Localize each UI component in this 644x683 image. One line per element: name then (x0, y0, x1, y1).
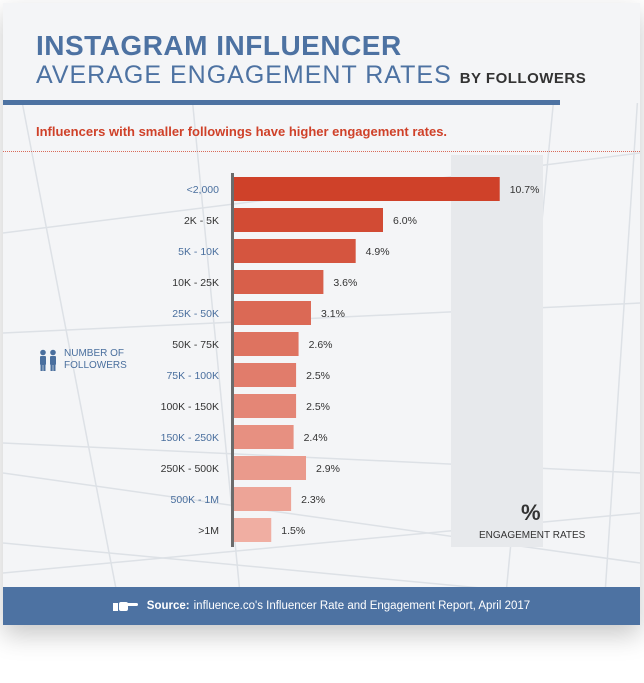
bar-7 (234, 394, 297, 418)
legend-line1: NUMBER OF (64, 348, 124, 359)
title-line2: AVERAGE ENGAGEMENT RATES BY FOLLOWERS (36, 61, 586, 90)
bar-10 (234, 487, 292, 511)
title-suffix: BY FOLLOWERS (459, 70, 587, 87)
header-rule (3, 100, 560, 105)
bar-6 (234, 363, 297, 387)
value-label-10: 2.3% (301, 494, 325, 506)
value-label-5: 2.6% (309, 339, 333, 351)
category-label-7: 100K - 150K (161, 401, 219, 413)
bar-2 (234, 239, 356, 263)
value-label-2: 4.9% (366, 246, 390, 258)
bar-9 (234, 456, 307, 480)
bar-4 (234, 301, 311, 325)
category-label-8: 150K - 250K (161, 432, 219, 444)
chart-axis (231, 173, 234, 547)
legend-line2: FOLLOWERS (64, 360, 127, 371)
dotted-divider (3, 151, 640, 152)
value-label-7: 2.5% (306, 401, 330, 413)
value-label-11: 1.5% (281, 525, 305, 537)
value-label-0: 10.7% (510, 184, 540, 196)
title-line2-main: AVERAGE ENGAGEMENT RATES (36, 61, 452, 89)
value-label-6: 2.5% (306, 370, 330, 382)
pointing-hand-icon (112, 602, 138, 611)
category-label-4: 25K - 50K (172, 308, 219, 320)
value-label-9: 2.9% (316, 463, 340, 475)
bar-11 (234, 518, 272, 542)
category-label-0: <2,000 (187, 184, 220, 196)
value-label-8: 2.4% (304, 432, 328, 444)
value-label-1: 6.0% (393, 215, 417, 227)
infographic-card: INSTAGRAM INFLUENCER AVERAGE ENGAGEMENT … (3, 3, 640, 625)
percent-symbol: % (521, 500, 541, 525)
bar-8 (234, 425, 294, 449)
category-label-9: 250K - 500K (161, 463, 219, 475)
bar-chart: <2,000 10.7% 2K - 5K 6.0% 5K - 10K 4.9% 10K - … (161, 155, 543, 547)
category-label-1: 2K - 5K (184, 215, 219, 227)
category-label-3: 10K - 25K (172, 277, 219, 289)
followers-legend: NUMBER OF FOLLOWERS (38, 348, 127, 372)
source-text: influence.co's Influencer Rate and Engag… (193, 600, 531, 612)
engagement-rates-label: ENGAGEMENT RATES (479, 530, 586, 541)
category-label-2: 5K - 10K (178, 246, 219, 258)
subtitle: Influencers with smaller followings have… (36, 124, 448, 139)
value-label-4: 3.1% (321, 308, 345, 320)
source-label: Source: (146, 600, 190, 612)
category-label-10: 500K - 1M (171, 494, 219, 506)
category-label-6: 75K - 100K (166, 370, 219, 382)
value-label-3: 3.6% (333, 277, 357, 289)
header: INSTAGRAM INFLUENCER AVERAGE ENGAGEMENT … (3, 3, 640, 103)
source-footer: Source: influence.co's Influencer Rate a… (3, 587, 640, 625)
category-label-11: >1M (198, 525, 219, 537)
people-icon (40, 349, 56, 371)
bar-1 (234, 208, 383, 232)
title-line1: INSTAGRAM INFLUENCER (36, 30, 402, 61)
bar-5 (234, 332, 299, 356)
bar-0 (234, 177, 500, 201)
category-label-5: 50K - 75K (172, 339, 219, 351)
bar-3 (234, 270, 324, 294)
chart-bg-column (451, 155, 543, 547)
